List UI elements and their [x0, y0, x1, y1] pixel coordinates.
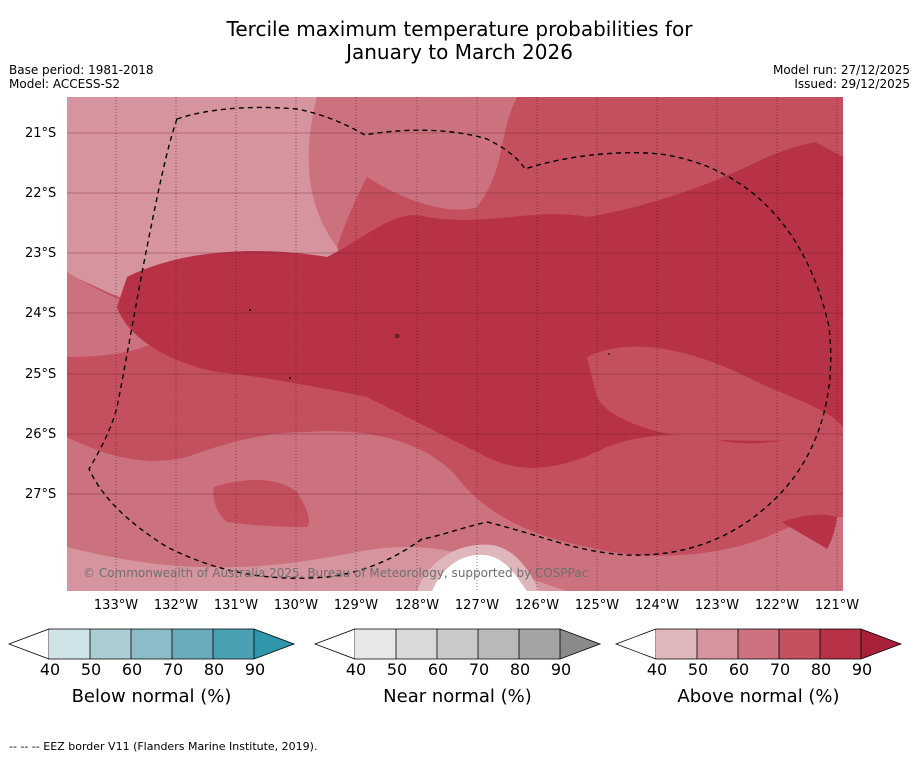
region-50-60-nw: [308, 97, 517, 247]
lon-label: 121°W: [814, 598, 860, 613]
colorbar-swatch: [90, 629, 131, 659]
colorbar-swatch: [779, 629, 820, 659]
lat-label: 26°S: [25, 427, 57, 442]
colorbar-tick: 70: [162, 660, 184, 679]
colorbar-tick: 80: [203, 660, 225, 679]
colorbar-swatch: [131, 629, 172, 659]
colorbar-swatch: [49, 629, 90, 659]
region-70-80-ne: [517, 97, 843, 207]
region-below-40-south: [432, 554, 527, 591]
colorbar-swatch: [519, 629, 560, 659]
footer-eez-note: -- -- -- EEZ border V11 (Flanders Marine…: [9, 740, 318, 753]
colorbar-tick: 60: [121, 660, 143, 679]
lat-label: 22°S: [25, 186, 57, 201]
eez-border: [88, 106, 832, 579]
colorbar-tick: 70: [769, 660, 791, 679]
lon-label: 123°W: [694, 598, 740, 613]
copyright-notice: © Commonwealth of Australia 2025, Bureau…: [83, 566, 588, 580]
lon-label: 122°W: [754, 598, 800, 613]
island-marker: [608, 353, 610, 355]
region-40-50-south-halo: [417, 544, 539, 591]
colorbar-swatch: [437, 629, 478, 659]
colorbar-tick: 80: [810, 660, 832, 679]
colorbar-extend-high: [254, 629, 294, 659]
colorbar-swatch: [656, 629, 697, 659]
lon-label: 126°W: [514, 598, 560, 613]
colorbar-swatch: [213, 629, 254, 659]
colorbar-extend-high: [861, 629, 901, 659]
colorbar-extend-low: [314, 628, 356, 660]
colorbar-swatch: [355, 629, 396, 659]
probability-map: © Commonwealth of Australia 2025, Bureau…: [67, 97, 843, 591]
lon-label: 128°W: [394, 598, 440, 613]
colorbar-swatch: [478, 629, 519, 659]
colorbar-extend-low: [8, 628, 50, 660]
colorbar-tick: 70: [468, 660, 490, 679]
lon-label: 132°W: [153, 598, 199, 613]
colorbar-swatch: [738, 629, 779, 659]
colorbar-tick: 50: [386, 660, 408, 679]
region-70-80-sw-island: [213, 480, 309, 527]
colorbar-swatch: [396, 629, 437, 659]
island-marker: [249, 309, 251, 311]
issued-date: Issued: 29/12/2025: [794, 77, 910, 91]
colorbar-extend-low: [615, 628, 657, 660]
meta-right: Model run: 27/12/2025 Issued: 29/12/2025: [773, 63, 910, 91]
colorbar-tick: 60: [728, 660, 750, 679]
island-marker: [289, 377, 291, 379]
lat-label: 24°S: [25, 306, 57, 321]
colorbar-tick: 90: [851, 660, 873, 679]
colorbar-tick: 80: [509, 660, 531, 679]
region-80-90-se: [782, 514, 837, 549]
colorbar-swatch: [820, 629, 861, 659]
colorbar-title-above: Above normal (%): [677, 686, 840, 707]
colorbar-tick: 40: [345, 660, 367, 679]
lon-label: 133°W: [93, 598, 139, 613]
colorbar-tick: 50: [80, 660, 102, 679]
lat-label: 21°S: [25, 126, 57, 141]
lon-label: 125°W: [574, 598, 620, 613]
model-run: Model run: 27/12/2025: [772, 63, 910, 77]
colorbar-tick: 90: [550, 660, 572, 679]
colorbar-swatch: [697, 629, 738, 659]
colorbar-extend-high: [560, 629, 600, 659]
colorbar-near: [314, 628, 602, 660]
base-period: Base period: 1981-2018: [9, 63, 154, 77]
colorbar-title-near: Near normal (%): [383, 686, 532, 707]
model-name: Model: ACCESS-S2: [9, 77, 121, 91]
title-line-1: Tercile maximum temperature probabilitie…: [226, 17, 693, 41]
title-line-2: January to March 2026: [346, 40, 573, 64]
colorbar-title-below: Below normal (%): [71, 686, 232, 707]
lat-label: 25°S: [25, 367, 57, 382]
island-marker: [395, 334, 399, 338]
lat-label: 27°S: [25, 487, 57, 502]
map-title: Tercile maximum temperature probabilitie…: [0, 18, 919, 64]
colorbar-tick: 90: [244, 660, 266, 679]
colorbar-tick: 40: [39, 660, 61, 679]
colorbar-tick: 40: [646, 660, 668, 679]
colorbar-tick: 60: [427, 660, 449, 679]
region-50-60-south: [67, 431, 843, 591]
lat-label: 23°S: [25, 246, 57, 261]
longitude-gridlines: [115, 97, 838, 591]
lon-label: 129°W: [333, 598, 379, 613]
lon-label: 124°W: [634, 598, 680, 613]
colorbar-below: [8, 628, 296, 660]
region-70-80-east-inner: [587, 346, 843, 441]
lon-label: 130°W: [273, 598, 319, 613]
colorbar-tick: 50: [687, 660, 709, 679]
colorbar-swatch: [172, 629, 213, 659]
lon-label: 127°W: [454, 598, 500, 613]
lon-label: 131°W: [213, 598, 259, 613]
meta-left: Base period: 1981-2018 Model: ACCESS-S2: [9, 63, 154, 91]
latitude-gridlines: [67, 132, 843, 495]
colorbar-above: [615, 628, 903, 660]
